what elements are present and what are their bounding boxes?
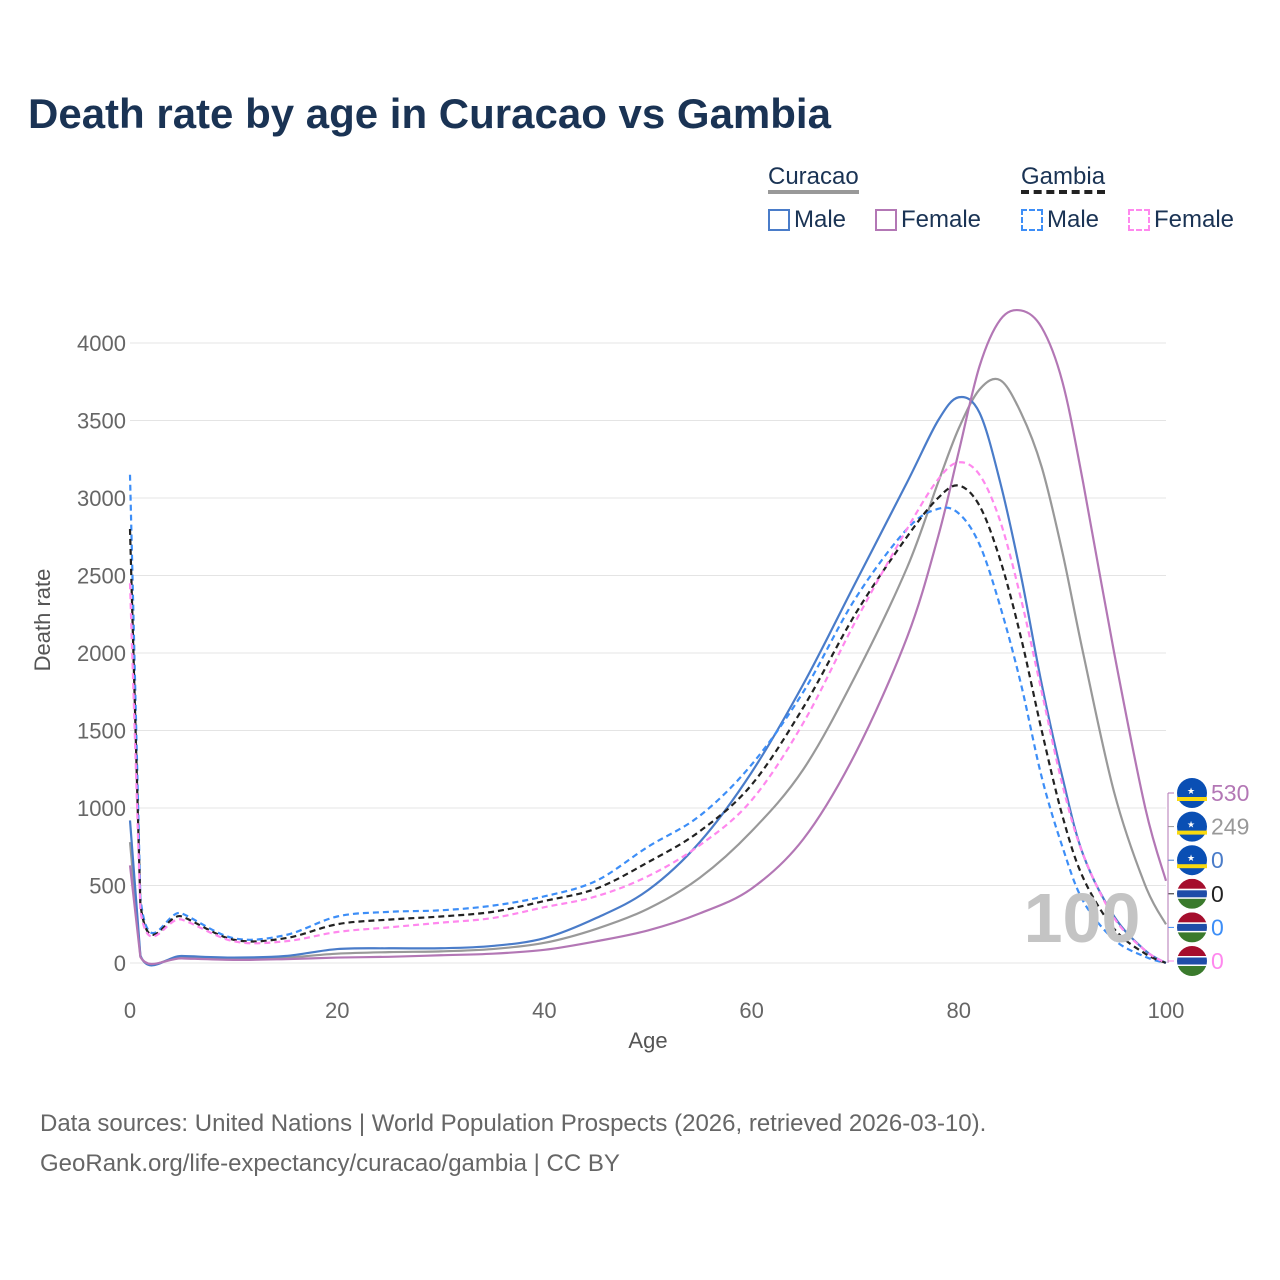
end-value-label: 0 xyxy=(1211,847,1224,873)
svg-text:★: ★ xyxy=(1187,786,1195,796)
curacao-flag-icon: ★ xyxy=(1177,845,1207,876)
series-line-curacao-total xyxy=(128,377,1167,966)
x-tick-label: 60 xyxy=(739,998,763,1023)
legend-label: Male xyxy=(794,206,847,233)
legend-gambia-female[interactable]: Female xyxy=(1128,206,1234,234)
y-tick-label: 3000 xyxy=(77,486,126,511)
footer-link[interactable]: GeoRank.org/life-expectancy/curacao/gamb… xyxy=(40,1150,620,1177)
x-tick-label: 100 xyxy=(1148,998,1185,1023)
svg-text:★: ★ xyxy=(1187,853,1195,863)
end-value-label: 0 xyxy=(1211,948,1224,974)
series-line-curacao-male xyxy=(128,395,1167,967)
legend-gambia: Gambia xyxy=(1021,164,1106,194)
end-value-label: 0 xyxy=(1211,914,1224,940)
gambia-flag-icon xyxy=(1177,946,1207,976)
y-tick-label: 2500 xyxy=(77,564,126,589)
legend-label: Male xyxy=(1047,206,1100,233)
end-value-label: 530 xyxy=(1211,780,1249,806)
legend-curacao: Curacao xyxy=(768,164,859,194)
footer-sources: Data sources: United Nations | World Pop… xyxy=(40,1110,987,1137)
y-axis-label: Death rate xyxy=(30,569,55,672)
x-tick-label: 40 xyxy=(532,998,556,1023)
y-tick-label: 2000 xyxy=(77,641,126,666)
legend-swatch xyxy=(875,209,897,231)
x-tick-label: 0 xyxy=(124,998,136,1023)
legend-swatch xyxy=(1128,209,1150,231)
y-tick-label: 4000 xyxy=(77,331,126,356)
series-line-gambia-female xyxy=(128,461,1167,964)
chart-title: Death rate by age in Curacao vs Gambia xyxy=(28,90,831,137)
legend-swatch xyxy=(768,209,790,231)
legend-swatch xyxy=(1021,209,1043,231)
series-line-gambia-total xyxy=(128,484,1167,965)
end-value-label: 249 xyxy=(1211,814,1249,840)
curacao-flag-icon: ★ xyxy=(1177,778,1207,808)
series-line-curacao-female xyxy=(128,308,1168,966)
y-tick-label: 1500 xyxy=(77,719,126,744)
legend-label: Female xyxy=(1154,206,1235,233)
x-axis-label: Age xyxy=(628,1028,667,1053)
legend-label: Female xyxy=(901,206,982,233)
y-tick-label: 1000 xyxy=(77,796,126,821)
series-line-gambia-male xyxy=(128,474,1167,965)
legend-gambia-male[interactable]: Male xyxy=(1021,206,1099,234)
curacao-flag-icon: ★ xyxy=(1177,811,1207,842)
end-value-label: 0 xyxy=(1211,881,1224,907)
x-tick-label: 20 xyxy=(325,998,349,1023)
y-tick-label: 3500 xyxy=(77,409,126,434)
gambia-flag-icon xyxy=(1177,912,1207,943)
y-tick-label: 500 xyxy=(89,874,126,899)
legend-curacao-male[interactable]: Male xyxy=(768,206,846,234)
gambia-flag-icon xyxy=(1177,878,1207,909)
current-age-label: 100 xyxy=(1024,879,1141,957)
svg-text:★: ★ xyxy=(1187,820,1195,830)
x-tick-label: 80 xyxy=(947,998,971,1023)
y-tick-label: 0 xyxy=(114,951,126,976)
legend-curacao-female[interactable]: Female xyxy=(875,206,981,234)
